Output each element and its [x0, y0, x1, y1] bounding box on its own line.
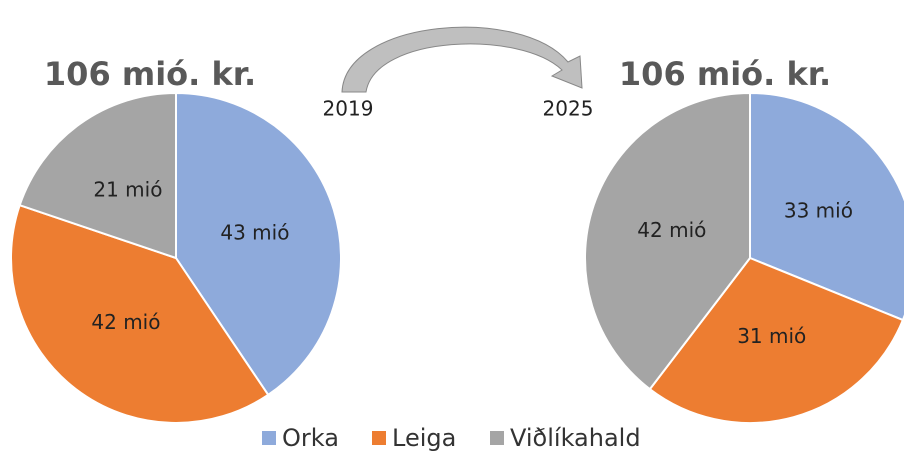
pie-slice — [749, 91, 904, 322]
pie-slice — [584, 91, 751, 391]
pie-slice — [18, 91, 177, 260]
legend-label: Orka — [282, 424, 339, 452]
data-label: 33 mió — [784, 198, 853, 222]
pie-slice — [175, 91, 342, 397]
legend-label: Leiga — [392, 424, 456, 452]
chart-title: 106 mió. kr. — [44, 55, 256, 93]
data-label: 31 mió — [737, 324, 806, 348]
arrow — [341, 26, 583, 93]
pie-slice — [648, 256, 904, 424]
year-label: 2019 — [323, 97, 374, 121]
data-label: 42 mió — [637, 218, 706, 242]
chart-title: 106 mió. kr. — [619, 55, 831, 93]
legend-swatch — [490, 431, 504, 445]
year-label: 2025 — [543, 97, 594, 121]
legend-swatch — [262, 431, 276, 445]
pie-slice — [10, 203, 270, 424]
legend-label: Viðlíkahald — [510, 424, 641, 452]
data-label: 42 mió — [91, 310, 160, 334]
legend-swatch — [372, 431, 386, 445]
data-label: 21 mió — [93, 177, 162, 201]
data-label: 43 mió — [220, 220, 289, 244]
